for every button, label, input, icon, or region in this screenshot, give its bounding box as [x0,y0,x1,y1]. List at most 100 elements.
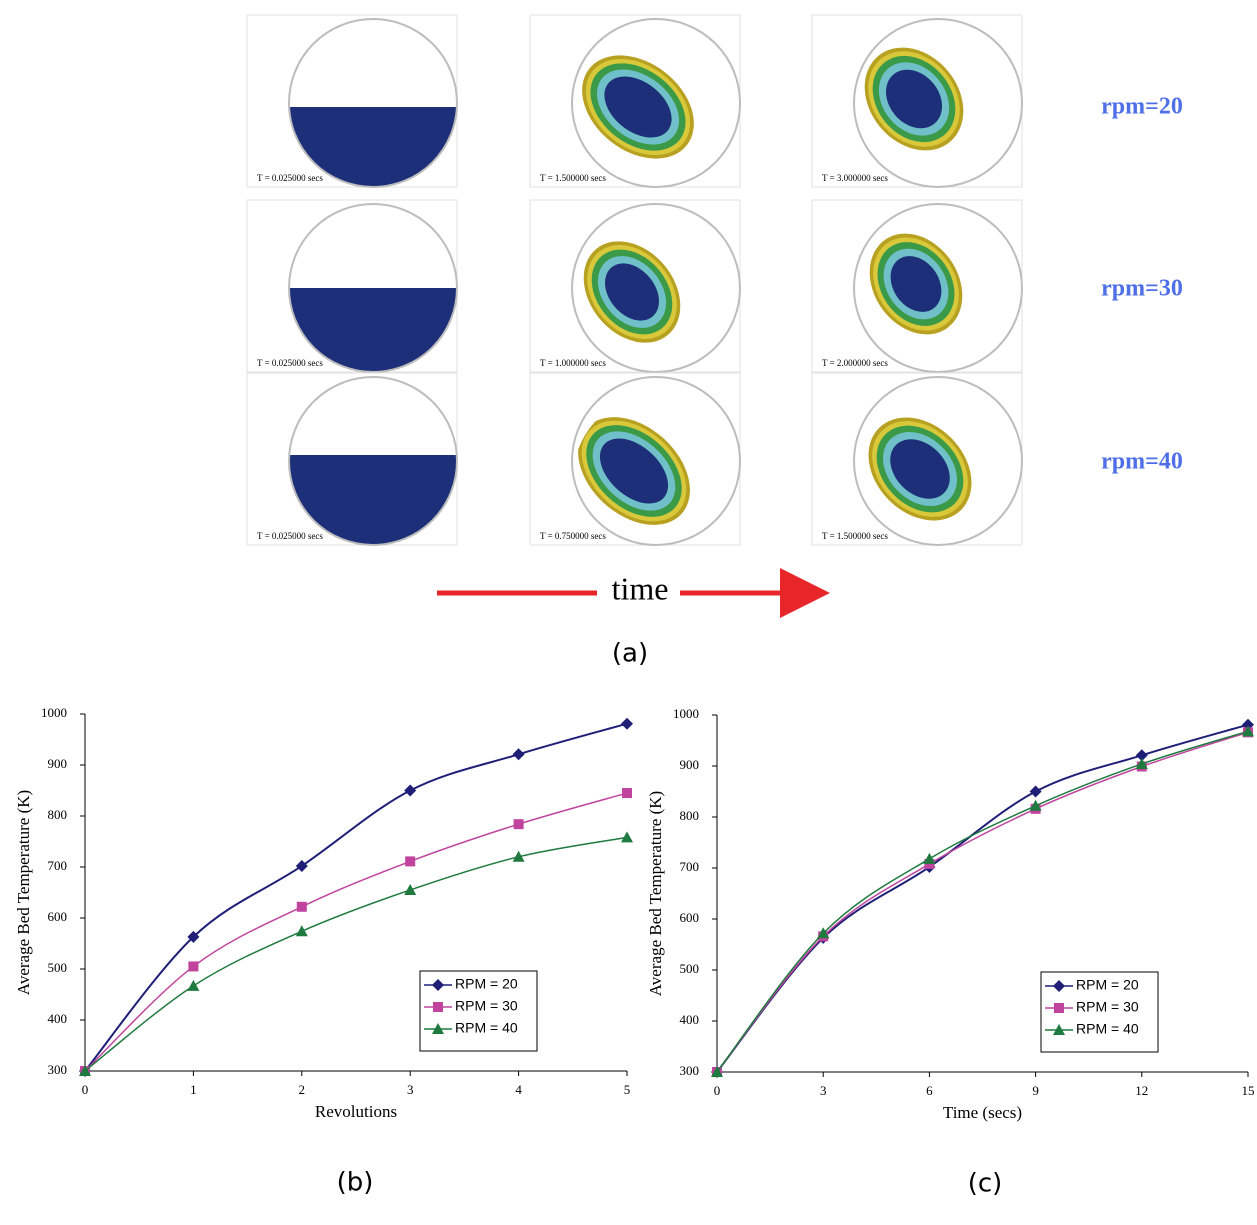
marker [621,717,633,730]
marker [433,1002,443,1012]
y-tick-label: 800 [680,808,700,823]
x-axis-title: Time (secs) [943,1103,1022,1122]
snapshot-time: T = 1.500000 secs [822,531,888,541]
marker [1029,785,1042,798]
x-tick-label: 2 [299,1082,306,1097]
legend-label: RPM = 30 [1076,999,1139,1015]
marker [1242,725,1254,737]
legend-label: RPM = 40 [455,1020,518,1036]
y-axis-title: Average Bed Temperature (K) [14,790,33,995]
x-tick-label: 5 [624,1082,631,1097]
marker [1135,757,1148,769]
series-line [84,836,628,1072]
marker [432,1023,444,1034]
particle-bed [599,438,669,504]
snapshot-time: T = 0.025000 secs [257,173,323,183]
y-tick-label: 1000 [673,706,699,721]
snapshot-time: T = 0.025000 secs [257,358,323,368]
particle-bed [885,69,943,129]
snapshot-time: T = 0.025000 secs [257,531,323,541]
x-tick-label: 0 [714,1083,721,1098]
marker [1135,749,1148,762]
marker [621,831,633,843]
series-line [84,722,628,1072]
snapshot-frame [529,199,741,373]
y-tick-label: 400 [680,1012,700,1027]
marker [187,930,200,943]
snapshot-time: T = 1.000000 secs [540,358,606,368]
chart-caption: (b) [337,1168,374,1198]
drum [288,203,458,373]
marker [296,901,307,912]
drum [288,376,458,546]
x-tick-label: 6 [926,1083,933,1098]
rpm-label: rpm=20 [1101,94,1183,120]
x-tick-label: 1 [190,1082,197,1097]
legend-label: RPM = 20 [455,976,518,992]
marker [512,850,525,862]
series-line [716,731,1249,1073]
y-tick-label: 500 [680,961,700,976]
rpm-label: rpm=40 [1101,449,1183,475]
legend-label: RPM = 40 [1076,1021,1139,1037]
marker [404,883,417,895]
series-line [84,792,628,1072]
particle-bed [890,256,942,312]
x-tick-label: 0 [82,1082,89,1097]
y-tick-label: 700 [680,859,700,874]
marker [1053,980,1065,992]
particle-bed [604,76,672,138]
y-tick-label: 600 [48,909,68,924]
legend-label: RPM = 20 [1076,977,1139,993]
drum [571,203,741,373]
drum [288,18,458,188]
y-tick-label: 900 [680,757,700,772]
caption: (a) [612,639,648,669]
legend-label: RPM = 30 [455,998,518,1014]
y-tick-label: 300 [680,1063,700,1078]
snapshot-time: T = 3.000000 secs [822,173,888,183]
marker [295,859,308,872]
marker [1053,1024,1065,1035]
drum [571,376,741,546]
snapshot-time: T = 2.000000 secs [822,358,888,368]
x-tick-label: 4 [515,1082,522,1097]
series-line [716,730,1249,1073]
marker [817,927,830,939]
particle-bed [605,263,659,321]
drum [853,203,1023,373]
y-tick-label: 300 [48,1062,68,1077]
chart-caption: (c) [968,1169,1003,1199]
marker [405,856,416,867]
y-axis-title: Average Bed Temperature (K) [646,791,665,996]
marker [188,961,199,972]
y-tick-label: 900 [48,756,68,771]
marker [1054,1003,1064,1013]
drum [853,376,1023,546]
marker [923,852,936,864]
particle-bed [890,439,950,499]
marker [295,925,308,937]
rpm-label: rpm=30 [1101,276,1183,302]
marker [711,1066,723,1077]
x-tick-label: 15 [1242,1083,1255,1098]
drum [571,18,741,188]
x-axis-title: Revolutions [315,1102,397,1121]
time-label: time [612,570,669,606]
y-tick-label: 500 [48,960,68,975]
snapshot-time: T = 0.750000 secs [540,531,606,541]
y-tick-label: 400 [48,1011,68,1026]
x-tick-label: 3 [820,1083,827,1098]
marker [924,858,935,869]
marker [513,819,524,830]
snapshot-time: T = 1.500000 secs [540,173,606,183]
drum [853,18,1023,188]
marker [404,784,417,797]
y-tick-label: 1000 [41,705,67,720]
marker [512,748,525,761]
x-tick-label: 12 [1135,1083,1148,1098]
marker [622,788,632,799]
marker [79,1065,91,1076]
